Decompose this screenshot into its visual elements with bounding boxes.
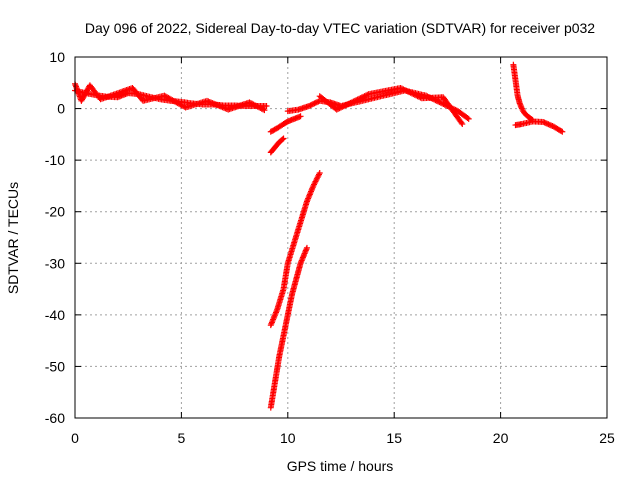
data-point [260, 106, 267, 113]
data-point [261, 107, 268, 114]
data-point [358, 94, 365, 101]
data-point [312, 99, 319, 106]
data-point [344, 101, 351, 108]
data-point [316, 170, 323, 177]
x-tick-label: 20 [493, 430, 509, 446]
data-point [437, 99, 444, 106]
y-axis-label: SDTVAR / TECUs [5, 182, 21, 294]
data-point [439, 100, 446, 107]
data-point [263, 102, 270, 109]
y-tick-label: -30 [45, 255, 65, 271]
y-tick-label: -20 [45, 204, 65, 220]
plot-frame [74, 56, 608, 419]
data-point [306, 102, 313, 109]
grid-lines [75, 57, 607, 418]
data-point [342, 102, 349, 109]
y-tick-label: 0 [57, 101, 65, 117]
data-point [357, 95, 364, 102]
data-point [464, 115, 471, 122]
data-point [314, 99, 321, 106]
data-point [350, 98, 357, 105]
y-tick-label: -10 [45, 152, 65, 168]
chart-title: Day 096 of 2022, Sidereal Day-to-day VTE… [85, 20, 595, 36]
data-point [353, 97, 360, 104]
data-point [310, 101, 317, 108]
data-point [458, 119, 465, 126]
data-point [362, 92, 369, 99]
data-point [465, 115, 472, 122]
data-point [311, 100, 318, 107]
data-point [308, 101, 315, 108]
y-tick-label: -50 [45, 358, 65, 374]
data-point [346, 100, 353, 107]
data-point [343, 101, 350, 108]
data-point [339, 103, 346, 110]
y-tick-label: 10 [49, 49, 65, 65]
data-point [558, 128, 565, 135]
x-tick-label: 0 [71, 430, 79, 446]
data-point [364, 91, 371, 98]
data-point [360, 93, 367, 100]
data-point [333, 106, 340, 113]
y-tick-label: -40 [45, 307, 65, 323]
x-tick-label: 5 [178, 430, 186, 446]
x-tick-label: 10 [280, 430, 296, 446]
data-point [436, 99, 443, 106]
data-point [307, 102, 314, 109]
data-point [354, 96, 361, 103]
data-point [340, 103, 347, 110]
data-point [335, 105, 342, 112]
x-tick-label: 25 [599, 430, 615, 446]
data-point [336, 105, 343, 112]
axis-ticks: 0 5 10 15 20 25 10 0 -10 -20 -30 -40 -50 -60 [45, 49, 615, 446]
data-points [72, 61, 566, 411]
x-axis-label: GPS time / hours [287, 458, 394, 474]
data-point [355, 95, 362, 102]
data-point [279, 136, 286, 143]
data-point [303, 244, 310, 251]
data-point [559, 128, 566, 135]
data-point [337, 104, 344, 111]
y-tick-label: -60 [45, 410, 65, 426]
data-point [347, 99, 354, 106]
data-point [297, 113, 304, 120]
x-tick-label: 15 [386, 430, 402, 446]
data-point [351, 97, 358, 104]
data-point [280, 135, 287, 142]
data-point [361, 93, 368, 100]
data-point [349, 99, 356, 106]
data-point [459, 121, 466, 128]
